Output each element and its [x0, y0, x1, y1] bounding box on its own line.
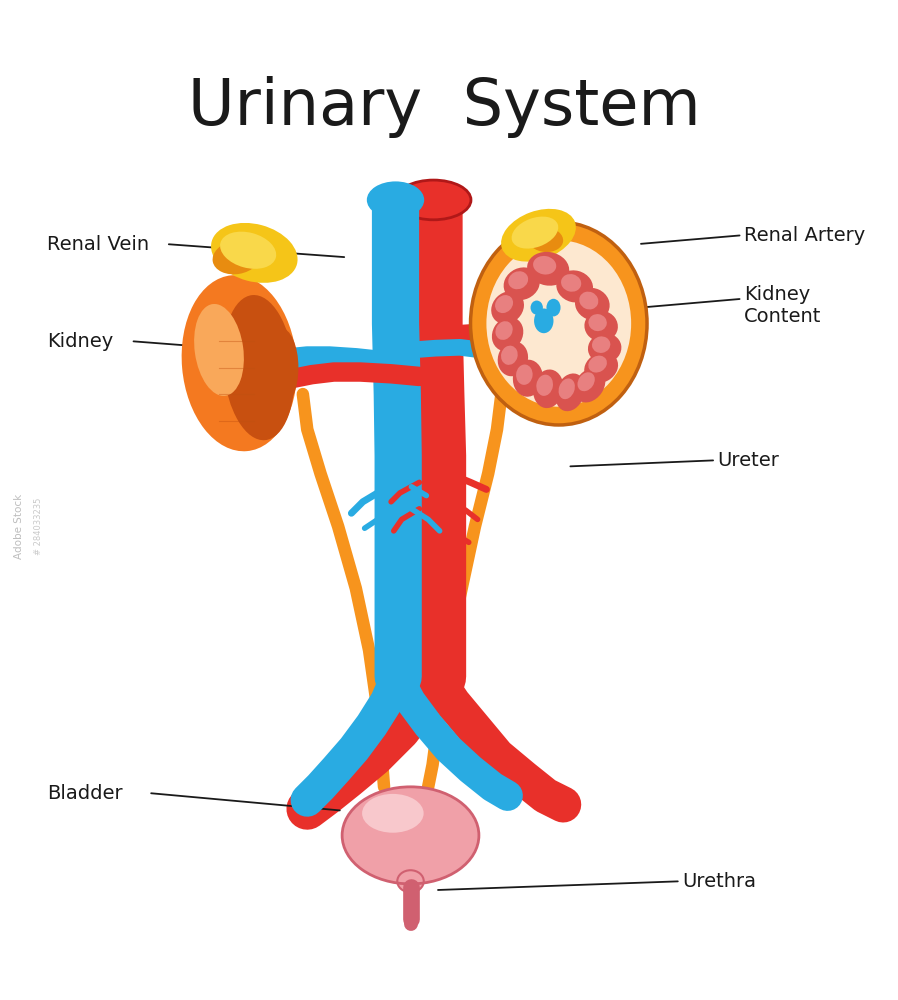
Ellipse shape [496, 321, 513, 340]
Ellipse shape [501, 209, 576, 262]
Ellipse shape [366, 181, 424, 218]
Ellipse shape [546, 299, 560, 316]
Ellipse shape [534, 308, 553, 333]
Ellipse shape [181, 275, 297, 451]
Text: Bladder: Bladder [47, 784, 122, 803]
Ellipse shape [261, 335, 288, 401]
Ellipse shape [194, 304, 244, 396]
Ellipse shape [491, 291, 524, 324]
Ellipse shape [556, 270, 593, 303]
Ellipse shape [396, 180, 471, 220]
Ellipse shape [220, 232, 277, 269]
Ellipse shape [497, 341, 528, 376]
Ellipse shape [492, 317, 524, 351]
Ellipse shape [263, 328, 298, 407]
Ellipse shape [495, 295, 513, 313]
Ellipse shape [504, 267, 540, 300]
Text: Kidney
Content: Kidney Content [744, 285, 822, 326]
Ellipse shape [574, 368, 605, 402]
Ellipse shape [528, 227, 563, 252]
Ellipse shape [362, 794, 424, 833]
Ellipse shape [588, 356, 607, 373]
Ellipse shape [556, 373, 585, 411]
Ellipse shape [588, 333, 621, 363]
Ellipse shape [588, 314, 607, 331]
Ellipse shape [512, 217, 559, 249]
Ellipse shape [223, 295, 295, 440]
Text: # 284033235: # 284033235 [33, 498, 42, 555]
Ellipse shape [342, 787, 479, 884]
Ellipse shape [527, 252, 569, 286]
Ellipse shape [533, 256, 556, 275]
Ellipse shape [531, 301, 543, 315]
Text: Renal Artery: Renal Artery [744, 226, 866, 245]
Ellipse shape [585, 311, 618, 342]
Ellipse shape [487, 240, 631, 407]
Ellipse shape [575, 288, 610, 320]
Ellipse shape [471, 222, 647, 425]
Ellipse shape [501, 346, 518, 365]
Ellipse shape [559, 378, 575, 399]
Ellipse shape [213, 240, 260, 274]
Ellipse shape [577, 372, 594, 391]
Text: Kidney: Kidney [47, 332, 113, 351]
Text: Renal Vein: Renal Vein [47, 235, 149, 254]
Text: Urinary  System: Urinary System [188, 76, 700, 138]
Ellipse shape [561, 274, 581, 292]
Text: Urethra: Urethra [682, 872, 756, 891]
Text: Adobe Stock: Adobe Stock [13, 494, 23, 559]
Text: Ureter: Ureter [718, 451, 779, 470]
Ellipse shape [211, 223, 297, 283]
Ellipse shape [579, 292, 598, 309]
Ellipse shape [592, 336, 611, 353]
Ellipse shape [513, 360, 543, 397]
Ellipse shape [508, 271, 528, 289]
Ellipse shape [536, 375, 553, 396]
Ellipse shape [516, 364, 533, 385]
Ellipse shape [585, 352, 618, 383]
Ellipse shape [533, 370, 563, 408]
Ellipse shape [397, 870, 424, 892]
